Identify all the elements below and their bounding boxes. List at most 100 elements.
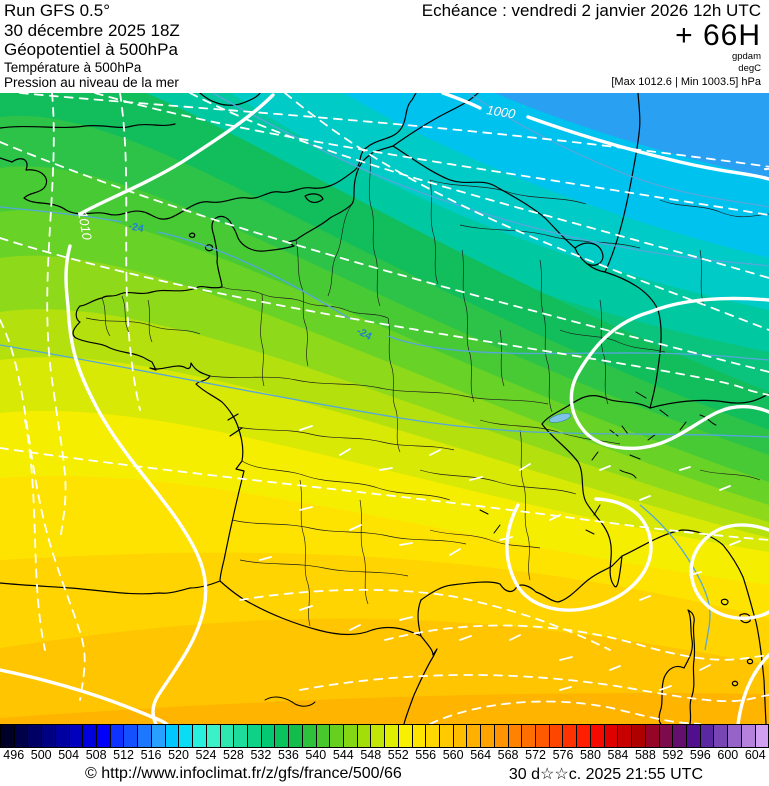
colorbar-cell (577, 725, 591, 747)
colorbar-tick-label: 524 (195, 748, 217, 762)
colorbar-tick-label: 532 (250, 748, 272, 762)
colorbar-cell (426, 725, 440, 747)
colorbar-tick-label: 552 (387, 748, 409, 762)
colorbar-tick-label: 528 (223, 748, 244, 762)
colorbar-cell (28, 725, 43, 747)
map-canvas: -24 -24 (0, 93, 769, 724)
coastlines (0, 93, 769, 724)
isobars-dashed (0, 93, 769, 724)
colorbar-cell (124, 725, 139, 747)
colorbar-tick-label: 596 (689, 748, 711, 762)
header-left: Run GFS 0.5° 30 décembre 2025 18Z Géopot… (4, 1, 180, 91)
colorbar-cell (330, 725, 344, 747)
colorbar-cell (604, 725, 619, 747)
colorbar-tick-label: 516 (140, 748, 162, 762)
colorbar-tick-label: 584 (607, 748, 629, 762)
field-geopotential: Géopotentiel à 500hPa (4, 40, 178, 60)
colorbar-cell (343, 725, 358, 747)
field-temperature: Température à 500hPa (4, 59, 142, 75)
colorbar-cell (440, 725, 454, 747)
colorbar-cell (522, 725, 537, 747)
colorbar-cell (686, 725, 701, 747)
isobar-label-1010: 1010 (75, 210, 95, 242)
colorbar-tick-label: 588 (634, 748, 656, 762)
colorbar-cell (151, 725, 166, 747)
colorbar-tick-label: 572 (525, 748, 546, 762)
isobars-solid: 1000 1010 (0, 93, 769, 724)
colorbar-cell (741, 725, 756, 747)
colorbar-cell (316, 725, 331, 747)
colorbar-cell (453, 725, 468, 747)
colorbar-cell (1, 725, 15, 747)
colorbar-cell (247, 725, 262, 747)
colorbar-cell (165, 725, 180, 747)
colorbar-cell (536, 725, 550, 747)
colorbar-cell (398, 725, 413, 747)
department-boundaries (85, 154, 769, 627)
colorbar-cell (700, 725, 715, 747)
colorbar-cell (508, 725, 523, 747)
footer-link[interactable]: © http://www.infoclimat.fr/z/gfs/france/… (85, 765, 402, 782)
colorbar-tick-label: 500 (30, 748, 52, 762)
colorbar-tick-label: 604 (744, 748, 766, 762)
colorbar-tick-label: 576 (552, 748, 574, 762)
colorbar-cell (193, 725, 207, 747)
colorbar-cell (179, 725, 194, 747)
temp-label-24-west: -24 (127, 220, 144, 235)
colorbar (0, 724, 769, 748)
lake-geneva (549, 413, 571, 423)
header: Run GFS 0.5° 30 décembre 2025 18Z Géopot… (0, 0, 769, 93)
colorbar-cell (234, 725, 248, 747)
colorbar-tick-label: 548 (360, 748, 382, 762)
footer-generated-time: 30 d☆☆c. 2025 21:55 UTC (508, 766, 703, 783)
colorbar-cell (275, 725, 290, 747)
colorbar-tick-label: 592 (662, 748, 684, 762)
colorbar-tick-label: 536 (277, 748, 299, 762)
colorbar-tick-label: 512 (113, 748, 135, 762)
colorbar-tick-label: 560 (442, 748, 464, 762)
colorbar-tick-label: 544 (332, 748, 354, 762)
fill-unit: gpdam (731, 51, 761, 62)
colorbar-cell (302, 725, 317, 747)
colorbar-tick-label: 564 (470, 748, 492, 762)
colorbar-cell (14, 725, 29, 747)
valid-time: Echéance : vendredi 2 janvier 2026 12h U… (421, 1, 761, 20)
colorbar-cell (549, 725, 564, 747)
colorbar-cell (755, 725, 769, 747)
colorbar-cell (261, 725, 276, 747)
colorbar-cell (481, 725, 495, 747)
mountain-marks (264, 391, 717, 707)
colorbar-tick-label: 568 (497, 748, 519, 762)
colorbar-cell (206, 725, 221, 747)
colorbar-cell (563, 725, 578, 747)
colorbar-cell (714, 725, 729, 747)
colorbar-tick-label: 556 (415, 748, 437, 762)
footer: © http://www.infoclimat.fr/z/gfs/france/… (0, 762, 769, 786)
temp-unit: degC (738, 62, 761, 74)
colorbar-tick-label: 540 (305, 748, 327, 762)
geopotential-fill (0, 93, 769, 724)
colorbar-cell (69, 725, 84, 747)
colorbar-cell (220, 725, 235, 747)
colorbar-cell (357, 725, 372, 747)
colorbar-cell (385, 725, 399, 747)
colorbar-cell (110, 725, 125, 747)
colorbar-cell (632, 725, 646, 747)
colorbar-cell (618, 725, 633, 747)
colorbar-cell (673, 725, 687, 747)
colorbar-cell (645, 725, 660, 747)
colorbar-cell (412, 725, 427, 747)
forecast-step: + 66H (675, 19, 761, 52)
colorbar-tick-label: 504 (58, 748, 80, 762)
colorbar-cell (289, 725, 303, 747)
colorbar-cell (42, 725, 56, 747)
colorbar-cell (371, 725, 386, 747)
header-right: Echéance : vendredi 2 janvier 2026 12h U… (422, 1, 761, 89)
colorbar-tick-label: 496 (3, 748, 25, 762)
colorbar-cell (83, 725, 98, 747)
colorbar-cell (138, 725, 152, 747)
colorbar-cell (494, 725, 509, 747)
colorbar-cell (467, 725, 482, 747)
colorbar-cell (55, 725, 70, 747)
